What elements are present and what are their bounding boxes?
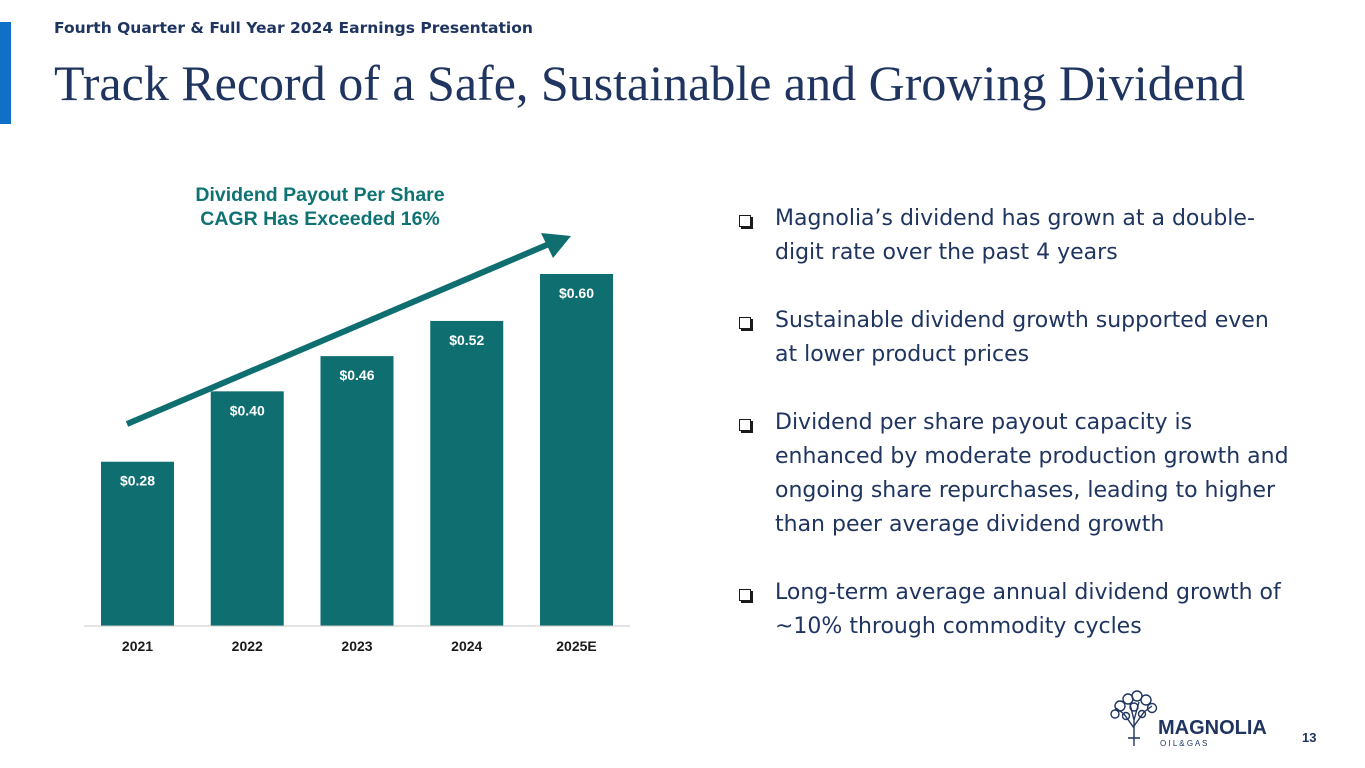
checkbox-bullet-icon bbox=[739, 317, 751, 329]
bullet-list: Magnolia’s dividend has grown at a doubl… bbox=[737, 202, 1297, 678]
page-title: Track Record of a Safe, Sustainable and … bbox=[54, 55, 1245, 111]
bar-value-label: $0.46 bbox=[339, 367, 374, 383]
x-tick-label: 2021 bbox=[122, 638, 153, 654]
tree-icon bbox=[1110, 690, 1158, 746]
checkbox-bullet-icon bbox=[739, 215, 751, 227]
accent-bar bbox=[0, 22, 11, 124]
bar-2024 bbox=[430, 320, 504, 626]
x-tick-label: 2025E bbox=[556, 638, 596, 654]
bar-2025E bbox=[540, 274, 613, 626]
bullet-item: Sustainable dividend growth supported ev… bbox=[737, 304, 1297, 372]
bar-2021 bbox=[101, 461, 174, 626]
x-tick-label: 2024 bbox=[451, 638, 482, 654]
chart-title-line-2: CAGR Has Exceeded 16% bbox=[200, 208, 440, 230]
logo-wordmark: MAGNOLIA bbox=[1158, 717, 1267, 739]
bar-2022 bbox=[210, 391, 284, 626]
bullet-text: Dividend per share payout capacity is en… bbox=[775, 410, 1289, 537]
trend-arrow bbox=[125, 233, 571, 427]
page-number: 13 bbox=[1302, 730, 1317, 745]
bullet-text: Magnolia’s dividend has grown at a doubl… bbox=[775, 206, 1255, 265]
bar-value-label: $0.52 bbox=[449, 332, 484, 348]
checkbox-bullet-icon bbox=[739, 589, 751, 601]
logo-subtext: O I L & G A S bbox=[1160, 739, 1207, 748]
bar-value-label: $0.60 bbox=[559, 285, 594, 301]
bullet-item: Magnolia’s dividend has grown at a doubl… bbox=[737, 202, 1297, 270]
bar-value-label: $0.28 bbox=[120, 473, 155, 489]
x-tick-label: 2023 bbox=[341, 638, 372, 654]
bullet-text: Sustainable dividend growth supported ev… bbox=[775, 308, 1269, 367]
checkbox-bullet-icon bbox=[739, 419, 751, 431]
x-tick-label: 2022 bbox=[232, 638, 263, 654]
bullet-item: Dividend per share payout capacity is en… bbox=[737, 406, 1297, 542]
dividend-bar-chart: $0.28 2021 $0.40 2022 $0.46 2023 $0.52 2024 $0.6… bbox=[84, 233, 630, 654]
bullet-item: Long-term average annual dividend growth… bbox=[737, 576, 1297, 644]
bar-2023 bbox=[320, 356, 394, 626]
bullet-text: Long-term average annual dividend growth… bbox=[775, 580, 1281, 639]
chart-title: Dividend Payout Per Share CAGR Has Excee… bbox=[140, 183, 500, 231]
bar-value-label: $0.40 bbox=[230, 402, 265, 418]
chart-title-line-1: Dividend Payout Per Share bbox=[195, 184, 445, 206]
presentation-subtitle: Fourth Quarter & Full Year 2024 Earnings… bbox=[54, 19, 533, 37]
magnolia-logo: MAGNOLIA O I L & G A S bbox=[1110, 690, 1267, 748]
